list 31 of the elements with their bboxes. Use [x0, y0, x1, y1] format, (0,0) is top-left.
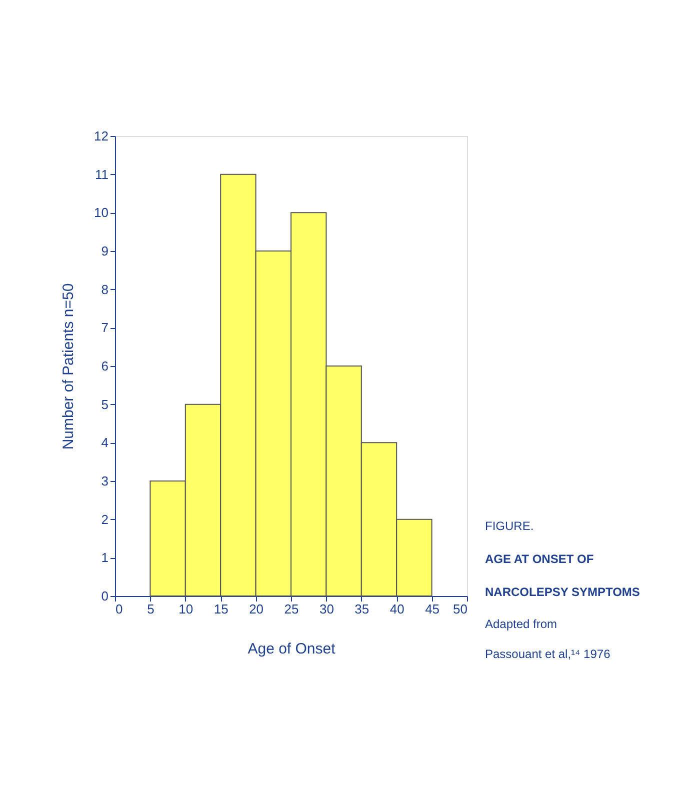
text: NARCOLEPSY SYMPTOMS: [485, 585, 640, 599]
y-tick-label: 4: [101, 435, 108, 450]
x-tick-label: 50: [453, 602, 468, 616]
text: Passouant et al,¹⁴ 1976: [485, 647, 611, 661]
y-tick-label: 7: [101, 320, 108, 336]
y-tick-label: 10: [94, 205, 108, 220]
y-tick-label: 2: [101, 512, 108, 527]
x-tick-label: 20: [249, 602, 264, 616]
text: AGE AT ONSET OF: [485, 552, 594, 566]
y-tick-label: 9: [101, 244, 108, 258]
x-axis-title: Age of Onset: [248, 640, 336, 658]
y-tick-label: 6: [101, 358, 108, 374]
y-tick-label: 8: [101, 282, 108, 297]
x-tick-label: 25: [284, 602, 299, 616]
x-tick-label: 5: [147, 602, 154, 616]
y-tick-label: 1: [101, 550, 108, 566]
y-tick-label: 3: [101, 474, 108, 488]
y-tick-label: 5: [101, 396, 108, 412]
y-tick-label: 11: [95, 166, 108, 182]
x-tick-label: 35: [354, 602, 370, 616]
x-tick-label: 0: [116, 602, 123, 616]
x-tick-label: 40: [390, 602, 404, 616]
x-tick-label: 30: [319, 602, 334, 616]
x-tick-label: 10: [178, 602, 194, 616]
y-tick-label: 0: [101, 588, 108, 604]
x-tick-label: 45: [425, 602, 440, 616]
text: Adapted from: [485, 617, 558, 631]
text: FIGURE.: [485, 519, 534, 533]
x-tick-label: 15: [214, 602, 228, 616]
y-axis-title: Number of Patients n=50: [60, 283, 78, 450]
y-tick-label: 12: [94, 128, 108, 144]
